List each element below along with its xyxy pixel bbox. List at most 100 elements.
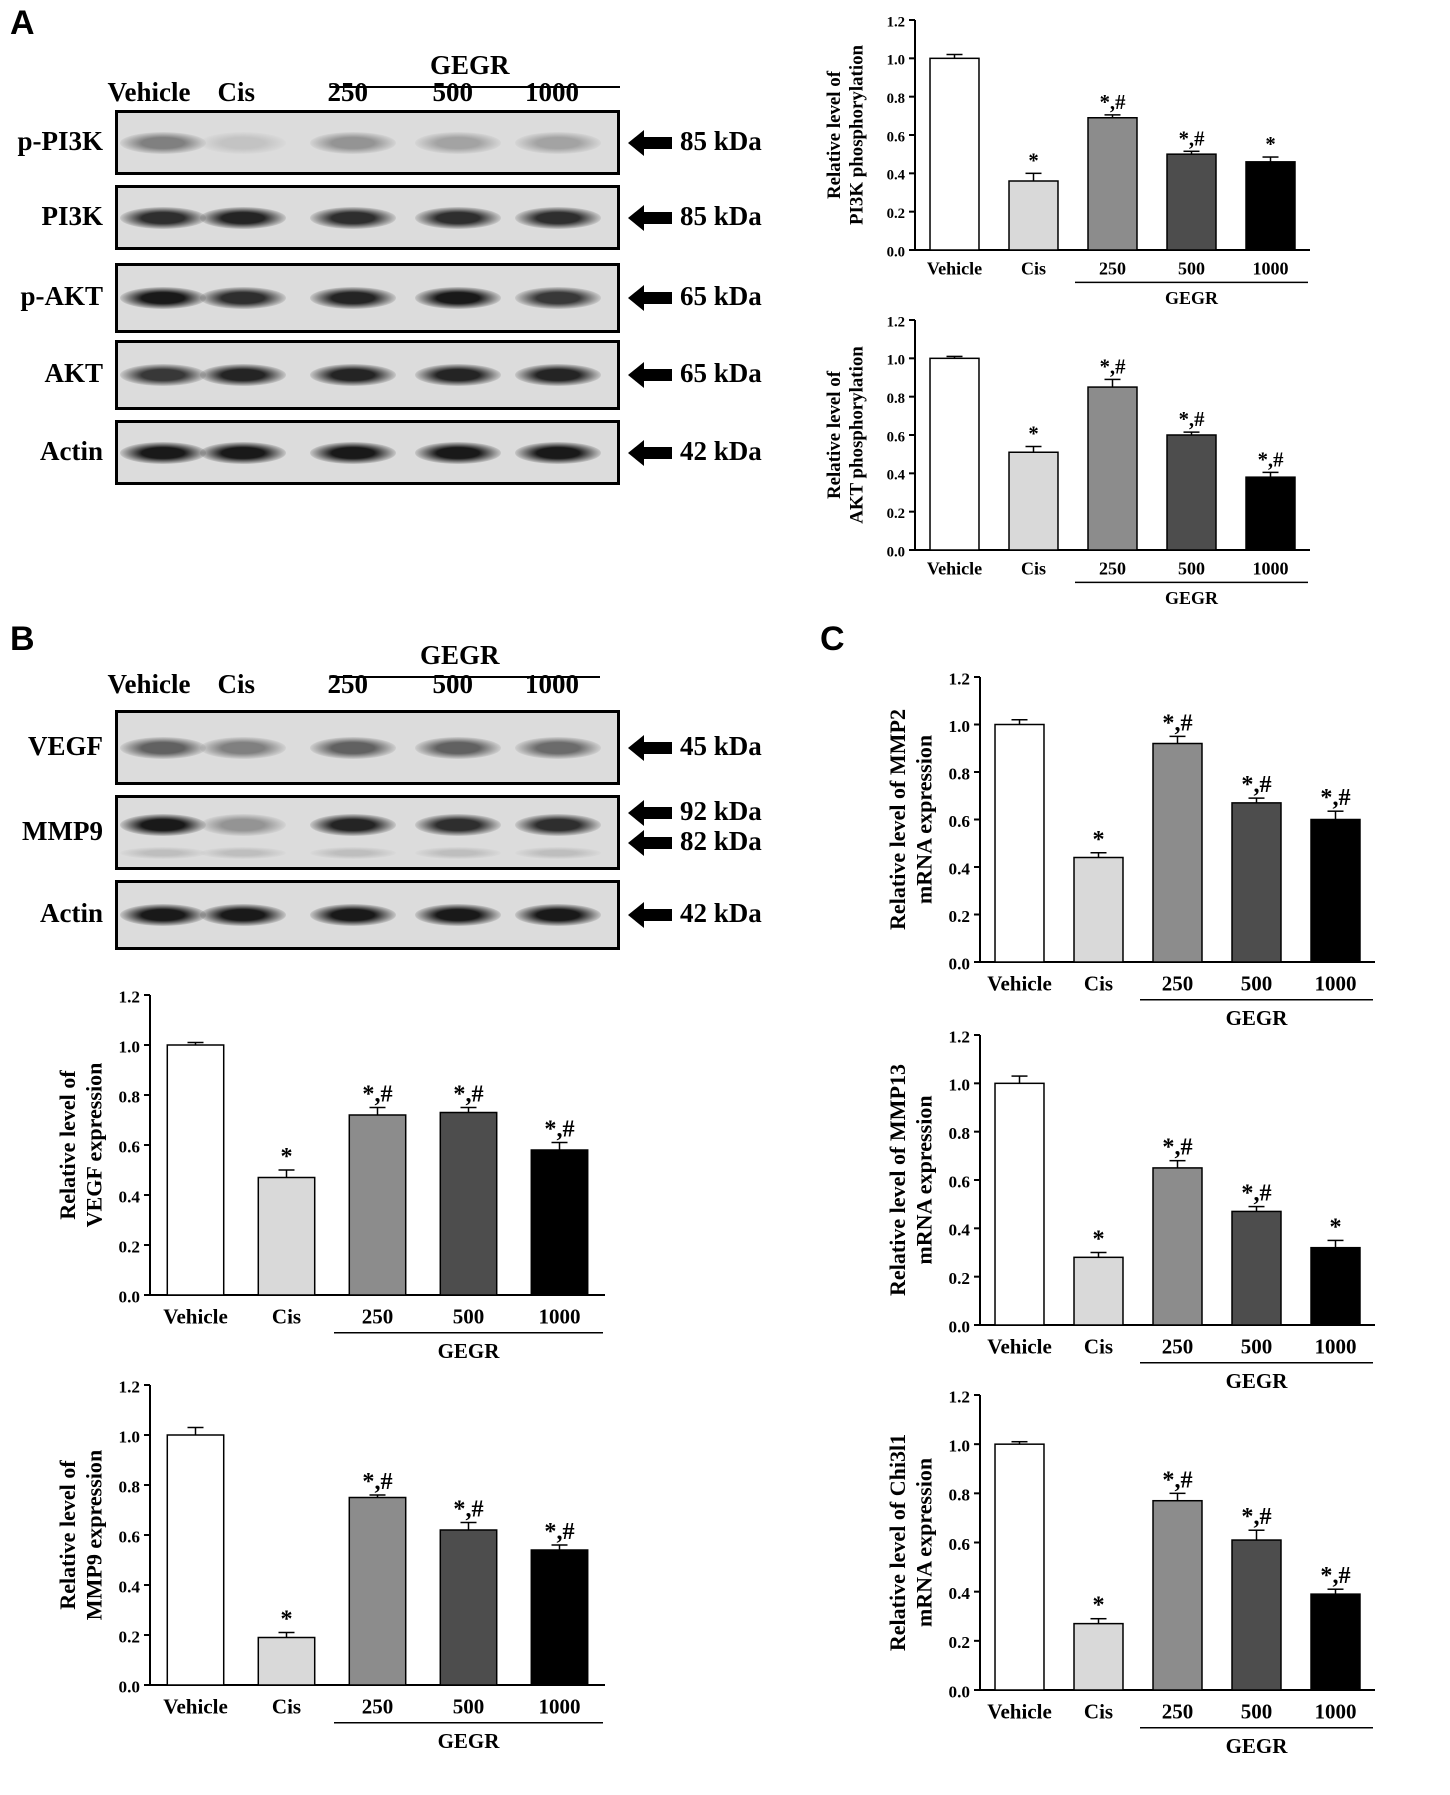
x-tick-label: 500 (453, 1304, 485, 1328)
blot-lane-label: 250 (327, 669, 369, 699)
y-axis-label: Relative level of MMP2 (885, 709, 910, 930)
y-tick-label: 0.4 (118, 1577, 140, 1596)
y-tick-label: 0.8 (948, 1486, 970, 1505)
x-tick-label: 500 (453, 1694, 485, 1718)
blot-band (200, 813, 286, 836)
y-tick-label: 0.0 (887, 244, 905, 260)
bar-250 (1152, 1499, 1203, 1691)
blot-band (310, 206, 396, 229)
y-tick-label: 0.4 (118, 1187, 140, 1206)
y-tick-label: 0.0 (948, 1682, 970, 1701)
x-tick-label: Vehicle (987, 1334, 1052, 1358)
y-tick-label: 1.2 (887, 314, 905, 330)
bar-cis (1073, 856, 1124, 963)
bar-vehicle (994, 1443, 1045, 1691)
x-tick-label: Vehicle (163, 1304, 228, 1328)
molecular-weight-label: 65 kDa (680, 281, 762, 311)
blot-band (200, 287, 286, 309)
y-tick-label: 0.8 (118, 1477, 140, 1496)
group-label: GEGR (438, 1729, 501, 1753)
y-tick-label: 0.6 (948, 1535, 970, 1554)
y-tick-label: 0.2 (948, 1269, 970, 1288)
y-axis-label: Relative level of MMP13 (885, 1064, 910, 1296)
y-tick-label: 1.0 (887, 53, 905, 69)
blot-band (515, 813, 601, 836)
x-tick-label: Cis (1084, 971, 1113, 995)
molecular-weight-label: 42 kDa (680, 898, 762, 928)
y-tick-label: 1.2 (118, 1377, 140, 1396)
y-tick-label: 0.2 (948, 907, 970, 926)
blot-band (415, 904, 501, 926)
bar-250 (1152, 742, 1203, 963)
blot-band (120, 441, 206, 464)
blot-band (120, 904, 206, 926)
bar-500 (439, 1111, 498, 1296)
group-label: GEGR (1165, 288, 1219, 308)
bar-vehicle (166, 1434, 225, 1686)
y-tick-label: 0.8 (118, 1087, 140, 1106)
bar-250 (348, 1496, 407, 1686)
blot-row-label: p-AKT (20, 281, 103, 311)
blot-band (310, 287, 396, 309)
x-tick-label: Cis (272, 1694, 301, 1718)
y-tick-label: 1.2 (948, 1387, 970, 1406)
blot-band-lower (200, 846, 286, 859)
blot-group-line (330, 86, 620, 88)
significance-mark: *,# (362, 1468, 392, 1495)
bar-cis (257, 1176, 316, 1296)
chart-chi3l1-mrna-expression: 0.0 0.2 0.4 0.6 0.8 1.0 1.2 Relative level of C… (885, 1387, 1375, 1758)
significance-mark: * (280, 1606, 292, 1633)
y-tick-label: 0.2 (887, 506, 905, 522)
y-tick-label: 0.8 (948, 764, 970, 783)
significance-mark: * (1092, 1226, 1104, 1253)
bar-500 (439, 1529, 498, 1686)
arrow-left-icon (628, 285, 672, 311)
x-tick-label: 500 (1178, 258, 1205, 278)
blot-band (310, 441, 396, 464)
molecular-weight-label: 65 kDa (680, 358, 762, 388)
blot-band-lower (515, 846, 601, 859)
x-tick-label: Vehicle (163, 1694, 228, 1718)
blot-band (310, 364, 396, 386)
bar-cis (1073, 1622, 1124, 1691)
arrow-left-icon (628, 439, 672, 466)
significance-mark: * (1028, 424, 1038, 446)
x-tick-label: Cis (1084, 1699, 1113, 1723)
y-tick-label: 0.6 (948, 812, 970, 831)
y-tick-label: 1.0 (118, 1037, 140, 1056)
blot-band (515, 736, 601, 759)
bar-250 (348, 1114, 407, 1296)
arrow-left-icon (628, 204, 672, 231)
y-tick-label: 0.0 (118, 1287, 140, 1306)
blot-row-label: Actin (40, 898, 103, 928)
significance-mark: *,# (1100, 92, 1127, 114)
y-tick-label: 0.0 (948, 954, 970, 973)
chart-mmp13-mrna-expression: 0.0 0.2 0.4 0.6 0.8 1.0 1.2 Relative level of M… (885, 1027, 1375, 1393)
blot-band (200, 364, 286, 386)
x-tick-label: 1000 (1315, 971, 1357, 995)
bar-vehicle (929, 57, 980, 251)
x-tick-label: Vehicle (987, 971, 1052, 995)
blot-row-label: PI3K (41, 200, 103, 231)
y-axis-label: mRNA expression (911, 1095, 936, 1264)
blot-band (415, 736, 501, 759)
blot-row-label: p-PI3K (17, 125, 103, 156)
chart-akt-phosphorylation: 0.0 0.2 0.4 0.6 0.8 1.0 1.2 Relative level of AK… (824, 314, 1310, 608)
bar-vehicle (929, 357, 980, 551)
blot-row-label: Actin (40, 435, 103, 466)
y-tick-label: 0.2 (948, 1633, 970, 1652)
blot-row-label: MMP9 (22, 815, 103, 846)
y-tick-label: 1.0 (948, 1076, 970, 1095)
bar-1000 (530, 1549, 589, 1686)
y-tick-label: 0.8 (887, 91, 905, 107)
y-axis-label: MMP9 expression (81, 1450, 106, 1620)
arrow-left-icon (628, 830, 672, 856)
y-tick-label: 0.4 (887, 168, 906, 184)
western-blot-panel-a: GEGR Vehicle Cis 250 500 1000 p-PI3K 85 kDa PI3K… (0, 15, 820, 485)
panel-label-b: B (10, 620, 35, 658)
blot-band (120, 287, 206, 309)
bar-500 (1166, 434, 1217, 551)
panel-label-c: C (820, 620, 845, 658)
significance-mark: *,# (1162, 709, 1192, 736)
x-tick-label: 250 (1162, 971, 1194, 995)
